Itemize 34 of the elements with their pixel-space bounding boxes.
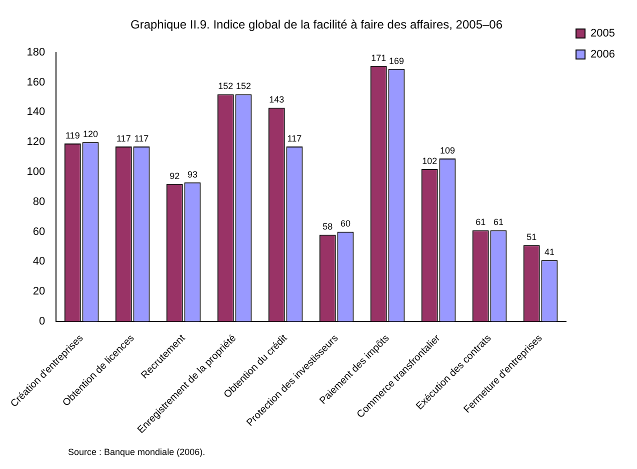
data-label: 58 <box>322 222 333 232</box>
legend-label: 2006 <box>590 48 616 61</box>
data-label: 61 <box>493 217 504 228</box>
y-tick-label: 140 <box>26 106 46 118</box>
data-label: 93 <box>187 169 198 180</box>
data-label: 51 <box>526 232 537 242</box>
data-label: 41 <box>544 247 554 258</box>
data-label: 102 <box>422 156 438 166</box>
y-tick-label: 80 <box>32 196 46 208</box>
legend-label: 2005 <box>590 28 616 40</box>
y-tick-label: 100 <box>26 166 46 178</box>
y-tick-label: 120 <box>26 136 46 148</box>
data-label: 152 <box>236 81 251 92</box>
chart-title: Graphique II.9. Indice global de la facilité à faire des affaires, 2005–06 <box>130 18 503 32</box>
y-tick-label: 40 <box>32 256 46 268</box>
data-label: 169 <box>388 56 404 66</box>
data-label: 119 <box>65 130 80 141</box>
data-label: 61 <box>476 217 486 228</box>
y-tick-label: 60 <box>32 226 46 238</box>
data-label: 109 <box>440 145 455 156</box>
data-label: 117 <box>116 134 131 144</box>
y-tick-label: 160 <box>26 76 46 88</box>
data-label: 171 <box>371 52 386 63</box>
y-tick-label: 20 <box>32 286 46 298</box>
data-label: 117 <box>287 134 302 144</box>
data-label: 92 <box>170 170 180 181</box>
data-label: 120 <box>82 129 98 140</box>
y-tick-label: 0 <box>38 315 46 328</box>
data-label: 143 <box>269 94 284 105</box>
data-label: 117 <box>134 134 149 144</box>
data-label: 152 <box>218 81 234 92</box>
data-label: 60 <box>340 218 350 229</box>
y-tick-label: 180 <box>26 46 46 58</box>
source-note: Source : Banque mondiale (2006). <box>68 446 206 457</box>
